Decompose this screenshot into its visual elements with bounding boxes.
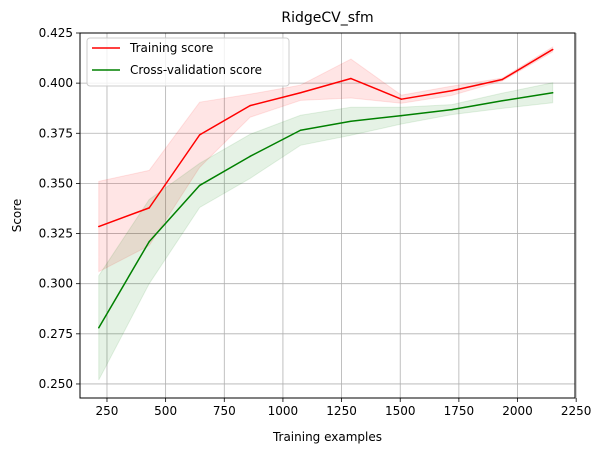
y-axis-label: Score	[10, 199, 24, 233]
y-tick-label: 0.425	[39, 26, 73, 40]
axes-frame	[79, 32, 576, 399]
x-tick-label: 2000	[502, 404, 533, 418]
confidence-bands	[98, 46, 554, 381]
grid	[80, 32, 577, 398]
data-point-1	[400, 114, 403, 117]
data-point-1	[451, 108, 453, 111]
x-tick-label: 250	[96, 404, 119, 418]
confidence-band-0	[98, 46, 554, 273]
x-tick-label: 1750	[444, 404, 475, 418]
y-tick-label: 0.350	[39, 176, 73, 190]
data-point-0	[249, 104, 251, 107]
x-tick-label: 750	[213, 404, 236, 418]
y-tick-label: 0.275	[39, 327, 73, 341]
y-tick-label: 0.250	[39, 377, 73, 391]
data-point-1	[198, 184, 201, 187]
chart-title: RidgeCV_sfm	[281, 10, 373, 26]
x-tick-label: 1000	[268, 404, 299, 418]
series-line-1	[98, 92, 553, 329]
data-point-1	[350, 120, 352, 122]
data-point-1	[148, 240, 150, 243]
data-point-0	[148, 207, 150, 209]
legend-label-cross-validation: Cross-validation score	[130, 63, 262, 77]
data-point-0	[501, 78, 504, 81]
y-tick-label: 0.325	[39, 227, 73, 241]
data-point-1	[501, 100, 504, 102]
y-tick-label: 0.400	[39, 76, 73, 90]
ticks: 250 500 750 1000 1250 1500 1750 2000 2250 0.250 0.…	[39, 26, 592, 418]
x-tick-label: 500	[154, 404, 177, 418]
data-point-0	[451, 90, 453, 92]
data-point-0	[299, 92, 302, 94]
legend-box	[86, 37, 290, 87]
data-point-0	[400, 98, 403, 100]
x-tick-label: 1250	[326, 404, 357, 418]
data-point-1	[98, 327, 100, 329]
data-point-1	[551, 92, 554, 94]
series-lines	[98, 48, 554, 329]
data-point-0	[198, 134, 201, 136]
data-point-0	[350, 77, 352, 80]
legend-label-training: Training score	[129, 41, 213, 55]
x-tick-label: 2250	[561, 404, 592, 418]
legend: Training score Cross-validation score	[86, 37, 290, 87]
data-point-0	[551, 48, 554, 51]
confidence-band-1	[98, 82, 554, 381]
y-tick-label: 0.375	[39, 126, 73, 140]
series-line-0	[98, 48, 554, 228]
x-axis-label: Training examples	[272, 430, 382, 444]
data-point-0	[98, 225, 100, 228]
y-tick-label: 0.300	[39, 277, 73, 291]
data-point-1	[249, 155, 251, 158]
data-point-1	[299, 129, 302, 132]
x-tick-label: 1500	[385, 404, 416, 418]
